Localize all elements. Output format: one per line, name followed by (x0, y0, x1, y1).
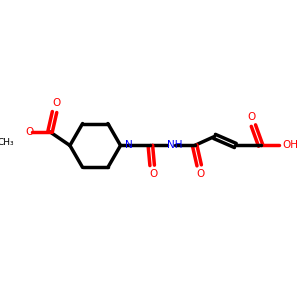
Text: OH: OH (282, 140, 298, 151)
Text: CH₃: CH₃ (0, 138, 14, 147)
Text: O: O (197, 169, 205, 179)
Text: O: O (52, 98, 61, 108)
Text: O: O (25, 127, 33, 137)
Text: N: N (125, 140, 133, 151)
Text: NH: NH (167, 140, 182, 151)
Text: O: O (150, 169, 158, 179)
Text: O: O (248, 112, 256, 122)
